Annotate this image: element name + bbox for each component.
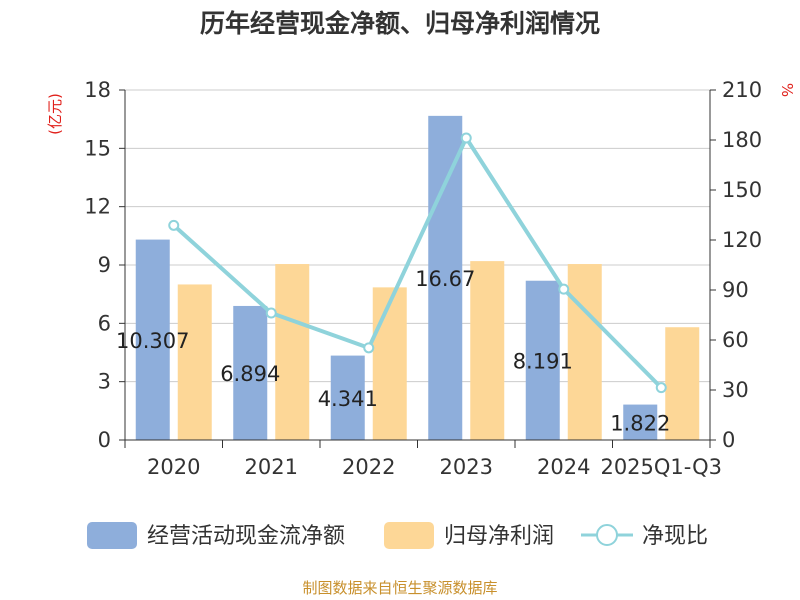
- y-right-tick-label: 90: [722, 278, 749, 302]
- y-left-tick-label: 15: [84, 136, 111, 160]
- legend-label: 净现比: [642, 524, 708, 549]
- legend-label: 经营活动现金流净额: [147, 524, 345, 549]
- x-tick-label: 2023: [440, 455, 493, 479]
- bar-series: [135, 115, 700, 440]
- x-tick-label: 2025Q1-Q3: [600, 455, 722, 479]
- y-left-tick-label: 12: [84, 195, 111, 219]
- bar-operating-cashflow: [330, 355, 365, 440]
- bar-operating-cashflow: [135, 239, 170, 440]
- y-right-tick-label: 0: [722, 428, 735, 452]
- data-labels: 10.307 6.894 4.341 16.67 8.191 1.822: [116, 267, 670, 435]
- ratio-point: [460, 132, 472, 144]
- bar-net-profit: [275, 264, 310, 440]
- data-label: 1.822: [610, 411, 670, 435]
- y-right-tick-label: 210: [722, 78, 762, 102]
- bar-net-profit: [567, 264, 602, 440]
- ratio-line: [172, 136, 663, 390]
- y-left-tick-label: 6: [98, 311, 111, 335]
- ratio-point: [655, 382, 667, 394]
- data-label: 8.191: [513, 349, 573, 373]
- bar-operating-cashflow: [525, 280, 560, 440]
- x-tick-label: 2020: [147, 455, 200, 479]
- x-tick-label: 2022: [342, 455, 395, 479]
- data-label: 16.67: [415, 267, 475, 291]
- grid-lines: [125, 89, 710, 383]
- bar-net-profit: [470, 261, 505, 440]
- x-tick-label: 2024: [537, 455, 590, 479]
- bar-operating-cashflow: [623, 404, 658, 440]
- y-right-tick-label: 180: [722, 128, 762, 152]
- legend-swatch-net-profit: [384, 522, 434, 549]
- legend-label: 归母净利润: [444, 524, 554, 549]
- bar-net-profit: [372, 287, 407, 440]
- legend-swatch-operating-cashflow: [87, 522, 137, 549]
- ratio-point: [558, 283, 570, 295]
- data-label: 4.341: [318, 387, 378, 411]
- ratio-point: [363, 342, 375, 354]
- bar-operating-cashflow: [428, 115, 463, 440]
- y-right-tick-label: 30: [722, 378, 749, 402]
- ratio-point: [265, 307, 277, 319]
- y-right-tick-label: 150: [722, 178, 762, 202]
- y-axis-right-label: %: [778, 83, 796, 97]
- ratio-point: [168, 219, 180, 231]
- legend: 经营活动现金流净额 归母净利润 净现比: [87, 522, 708, 549]
- data-label: 6.894: [220, 362, 280, 386]
- line-series: [168, 132, 667, 394]
- y-left-tick-label: 18: [84, 78, 111, 102]
- y-right-tick-label: 120: [722, 228, 762, 252]
- x-tick-label: 2021: [245, 455, 298, 479]
- y-left-tick-label: 9: [98, 253, 111, 277]
- y-left-tick-label: 0: [98, 428, 111, 452]
- y-axis-left-label: (亿元): [46, 93, 64, 135]
- chart-title: 历年经营现金净额、归母净利润情况: [200, 9, 600, 38]
- source-note: 制图数据来自恒生聚源数据库: [302, 579, 497, 597]
- y-right-tick-label: 60: [722, 328, 749, 352]
- y-left-tick-label: 3: [98, 370, 111, 394]
- bar-net-profit: [665, 327, 700, 440]
- legend-swatch-ratio-marker: [596, 524, 618, 546]
- bar-net-profit: [177, 284, 212, 440]
- data-label: 10.307: [116, 329, 189, 353]
- bar-operating-cashflow: [233, 305, 268, 440]
